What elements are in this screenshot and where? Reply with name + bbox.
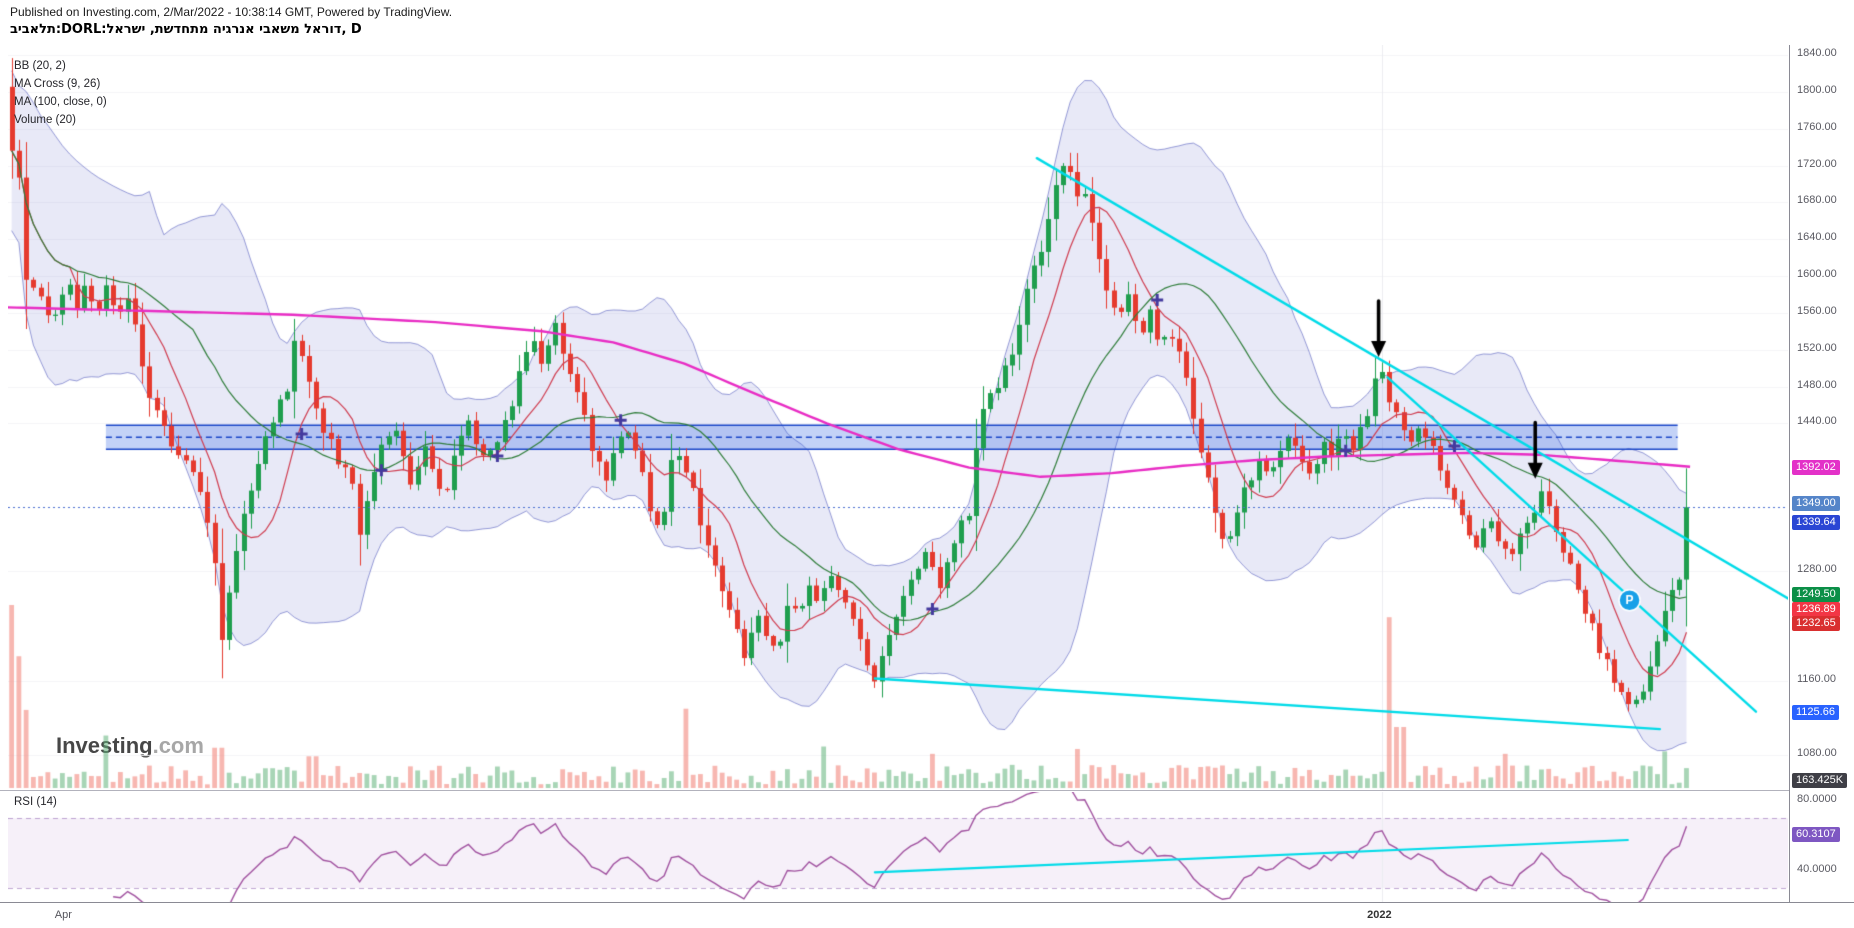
panel-separator xyxy=(0,790,1854,791)
indicator-ma-cross-label[interactable]: MA Cross (9, 26) xyxy=(14,78,101,90)
indicator-rsi-label[interactable]: RSI (14) xyxy=(14,796,57,808)
price-tick: 1600.00 xyxy=(1797,268,1837,281)
indicator-bb-label[interactable]: BB (20, 2) xyxy=(14,60,66,72)
price-tick: 1520.00 xyxy=(1797,341,1837,354)
rsi-chart-canvas[interactable] xyxy=(8,792,1788,902)
price-tick: 1800.00 xyxy=(1797,83,1837,96)
price-tick: 1720.00 xyxy=(1797,157,1837,170)
indicator-legend: BB (20, 2) MA Cross (9, 26) MA (100, clo… xyxy=(14,57,107,129)
rsi-tick: 80.0000 xyxy=(1797,792,1837,805)
published-line: Published on Investing.com, 2/Mar/2022 -… xyxy=(10,5,453,19)
price-tick: 1640.00 xyxy=(1797,231,1837,244)
price-tick: 1080.00 xyxy=(1797,746,1837,759)
rsi-tick: 40.0000 xyxy=(1797,862,1837,875)
price-badge: 1349.00 xyxy=(1792,496,1840,512)
time-axis[interactable]: Apr 2022 xyxy=(0,902,1854,928)
volume-badge: 163.425K xyxy=(1792,773,1848,788)
price-tick: 1760.00 xyxy=(1797,120,1837,133)
price-tick: 1440.00 xyxy=(1797,415,1837,428)
price-chart-canvas[interactable] xyxy=(8,45,1788,790)
rsi-badge: 60.3107 xyxy=(1792,827,1840,843)
price-badge: 1125.66 xyxy=(1792,704,1839,720)
time-label-2022: 2022 xyxy=(1367,909,1392,921)
price-tick: 1160.00 xyxy=(1797,673,1836,686)
price-tick: 1560.00 xyxy=(1797,304,1837,317)
price-tick: 1280.00 xyxy=(1797,562,1837,575)
indicator-ma100-label[interactable]: MA (100, close, 0) xyxy=(14,96,107,108)
symbol-title: תלאביב:DORL:דוראל משאבי אנרגיה מתחדשת, י… xyxy=(10,22,362,37)
price-tick: 1480.00 xyxy=(1797,378,1837,391)
price-badge: 1249.50 xyxy=(1792,586,1840,602)
indicator-volume-label[interactable]: Volume (20) xyxy=(14,114,77,126)
price-tick: 1840.00 xyxy=(1797,47,1837,59)
price-badge: 1232.65 xyxy=(1792,616,1840,632)
price-badge: 1392.02 xyxy=(1792,459,1840,475)
price-tick: 1680.00 xyxy=(1797,194,1837,207)
time-label-apr: Apr xyxy=(54,909,72,921)
price-badge: 1339.64 xyxy=(1792,514,1840,530)
price-badge: 1236.89 xyxy=(1792,602,1840,618)
price-axis[interactable]: 1840.00 1800.00 1760.00 1720.00 1680.00 1640.… xyxy=(1789,45,1854,902)
